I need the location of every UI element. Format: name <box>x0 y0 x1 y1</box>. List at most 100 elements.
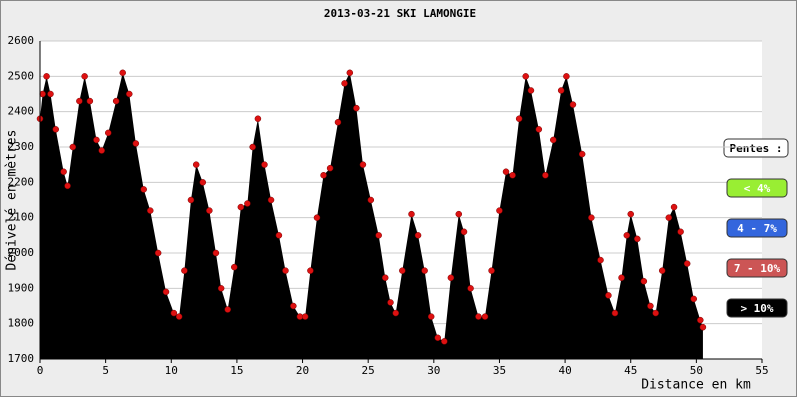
elevation-point <box>275 232 283 239</box>
x-tick-label: 45 <box>624 364 637 377</box>
elevation-point <box>86 97 94 105</box>
elevation-point <box>254 115 262 122</box>
elevation-point <box>105 129 112 137</box>
elevation-point <box>119 69 126 77</box>
elevation-point <box>467 285 474 292</box>
elevation-point <box>652 309 659 317</box>
elevation-point <box>542 172 549 179</box>
y-tick-label: 1900 <box>8 281 35 294</box>
elevation-point <box>43 73 50 80</box>
elevation-point <box>359 161 367 168</box>
elevation-point <box>634 235 641 243</box>
x-tick-label: 20 <box>296 364 309 377</box>
elevation-point <box>112 97 120 105</box>
elevation-point <box>320 172 327 179</box>
elevation-point <box>522 73 529 80</box>
elevation-point <box>427 313 435 320</box>
elevation-point <box>181 267 188 274</box>
elevation-point <box>618 274 625 281</box>
elevation-point <box>670 203 678 211</box>
elevation-point <box>550 136 557 144</box>
elevation-point <box>569 101 577 108</box>
elevation-point <box>690 295 697 303</box>
elevation-point <box>39 90 46 98</box>
elevation-point <box>249 143 256 151</box>
elevation-point <box>623 232 631 239</box>
y-axis-label: Dénivelé en mètres <box>5 130 20 271</box>
elevation-point <box>187 196 195 204</box>
elevation-point <box>515 115 523 122</box>
x-tick-label: 30 <box>427 364 440 377</box>
elevation-point <box>170 309 178 317</box>
elevation-point <box>217 285 225 292</box>
elevation-point <box>52 126 60 133</box>
elevation-point <box>367 196 375 204</box>
elevation-point <box>326 164 334 172</box>
elevation-point <box>481 313 489 320</box>
x-tick-label: 55 <box>755 364 768 377</box>
elevation-point <box>313 214 321 221</box>
elevation-point <box>64 182 71 190</box>
elevation-point <box>199 179 207 186</box>
elevation-point <box>69 143 77 151</box>
elevation-point <box>597 256 604 264</box>
elevation-point <box>535 126 543 133</box>
elevation-point <box>140 186 147 193</box>
legend-label: 4 - 7% <box>737 222 777 235</box>
elevation-point <box>261 161 268 168</box>
elevation-point <box>290 302 297 310</box>
elevation-point <box>557 87 565 94</box>
y-tick-label: 2100 <box>8 211 35 224</box>
elevation-point <box>387 299 394 306</box>
x-tick-label: 40 <box>558 364 571 377</box>
elevation-point <box>93 136 100 144</box>
x-tick-label: 35 <box>493 364 506 377</box>
elevation-point <box>447 274 455 281</box>
elevation-point <box>677 228 684 236</box>
x-tick-label: 25 <box>362 364 375 377</box>
elevation-point <box>434 334 442 342</box>
elevation-point <box>47 90 54 98</box>
elevation-point <box>212 249 220 257</box>
elevation-point <box>307 267 314 274</box>
elevation-point <box>441 338 448 345</box>
y-tick-label: 2600 <box>8 34 35 47</box>
legend-swatch <box>726 178 788 198</box>
elevation-point <box>399 267 406 274</box>
elevation-point <box>206 207 213 214</box>
elevation-point <box>665 214 673 221</box>
elevation-point <box>699 323 707 331</box>
x-tick-label: 50 <box>690 364 703 377</box>
elevation-point <box>414 232 422 239</box>
elevation-point <box>381 274 389 281</box>
elevation-point <box>81 73 88 80</box>
legend-title-box <box>723 138 789 158</box>
elevation-point <box>353 104 360 112</box>
elevation-point <box>60 168 67 175</box>
elevation-point <box>334 119 342 126</box>
legend-label: 7 - 10% <box>734 262 781 275</box>
elevation-point <box>421 267 428 274</box>
y-tick-label: 2200 <box>8 175 35 188</box>
x-tick-label: 15 <box>230 364 243 377</box>
elevation-point <box>154 249 162 257</box>
elevation-point <box>375 232 382 239</box>
elevation-point <box>147 207 154 214</box>
y-tick-label: 2300 <box>8 140 35 153</box>
legend-label: < 4% <box>744 182 771 195</box>
x-tick-label: 10 <box>165 364 178 377</box>
elevation-point <box>76 97 83 105</box>
y-tick-label: 2500 <box>8 69 35 82</box>
elevation-point <box>475 313 482 320</box>
elevation-point <box>162 288 170 296</box>
elevation-point <box>231 263 238 271</box>
elevation-point <box>132 140 140 147</box>
elevation-area <box>40 72 703 360</box>
elevation-point <box>647 302 654 310</box>
y-tick-label: 1700 <box>8 352 35 365</box>
elevation-point <box>509 172 516 179</box>
x-axis-label: Distance en km <box>641 378 751 393</box>
elevation-point <box>611 309 619 317</box>
elevation-point <box>488 267 495 274</box>
